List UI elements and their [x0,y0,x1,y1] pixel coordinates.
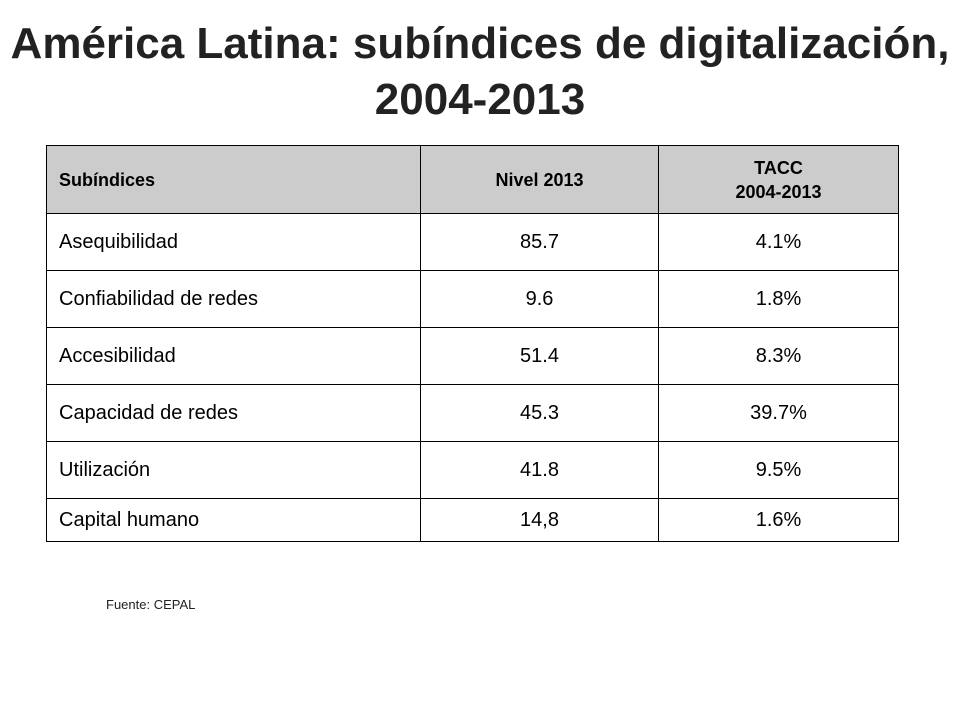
header-tacc-label: TACC [754,157,803,178]
table-row: Capital humano 14,8 1.6% [46,498,899,542]
subindices-table: Subíndices Nivel 2013 TACC 2004-2013 Ase… [46,145,899,542]
table-row: Accesibilidad 51.4 8.3% [46,327,899,385]
header-nivel-2013: Nivel 2013 [420,145,659,214]
table-header-row: Subíndices Nivel 2013 TACC 2004-2013 [46,145,899,214]
row-name: Capacidad de redes [46,384,421,442]
row-name: Utilización [46,441,421,499]
row-nivel: 14,8 [420,498,659,542]
header-tacc: TACC 2004-2013 [658,145,899,214]
row-nivel: 85.7 [420,213,659,271]
row-nivel: 41.8 [420,441,659,499]
table-row: Capacidad de redes 45.3 39.7% [46,384,899,442]
row-tacc: 1.6% [658,498,899,542]
header-tacc-period: 2004-2013 [735,181,822,202]
row-nivel: 51.4 [420,327,659,385]
row-name: Asequibilidad [46,213,421,271]
row-tacc: 9.5% [658,441,899,499]
row-name: Confiabilidad de redes [46,270,421,328]
slide-title: América Latina: subíndices de digitaliza… [10,19,950,124]
table-row: Confiabilidad de redes 9.6 1.8% [46,270,899,328]
source-note: Fuente: CEPAL [106,597,196,612]
table-row: Asequibilidad 85.7 4.1% [46,213,899,271]
row-name: Capital humano [46,498,421,542]
row-nivel: 45.3 [420,384,659,442]
table-row: Utilización 41.8 9.5% [46,441,899,499]
row-tacc: 8.3% [658,327,899,385]
row-name: Accesibilidad [46,327,421,385]
header-subindices: Subíndices [46,145,421,214]
row-tacc: 4.1% [658,213,899,271]
row-nivel: 9.6 [420,270,659,328]
row-tacc: 39.7% [658,384,899,442]
row-tacc: 1.8% [658,270,899,328]
